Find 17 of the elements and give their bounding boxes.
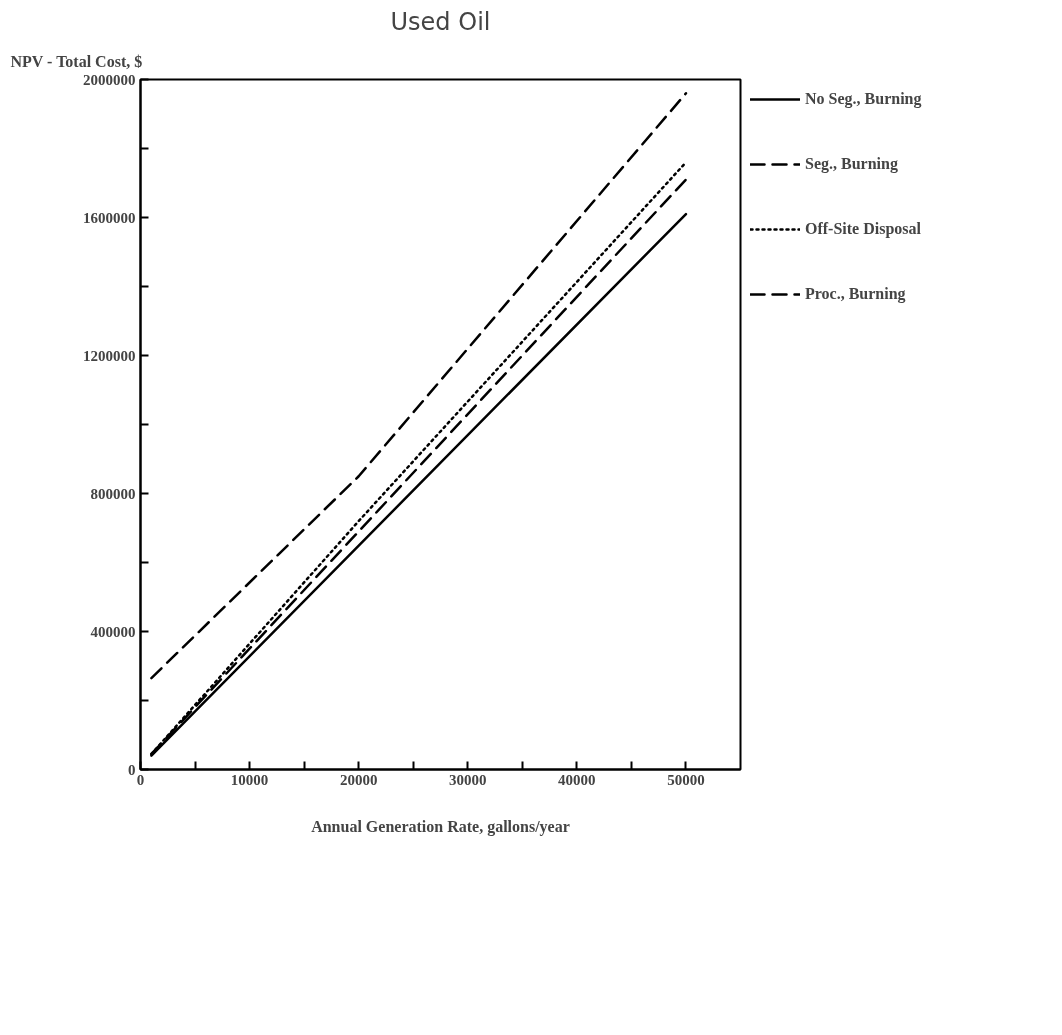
- y-tick-label: 400000: [90, 623, 136, 640]
- x-tick-label: 50000: [667, 771, 705, 788]
- y-axis-title: NPV - Total Cost, $: [10, 52, 143, 70]
- y-tick-label: 800000: [90, 485, 136, 502]
- legend-label: No Seg., Burning: [805, 90, 922, 108]
- x-tick-label: 30000: [449, 771, 487, 788]
- y-tick-label: 1600000: [83, 209, 136, 226]
- y-tick-label: 1200000: [83, 347, 136, 364]
- legend-label: Off-Site Disposal: [805, 220, 921, 238]
- x-tick-label: 40000: [558, 771, 596, 788]
- chart-title: Used Oil: [390, 7, 491, 36]
- x-tick-label: 20000: [339, 771, 378, 788]
- y-tick-label: 2000000: [83, 71, 136, 88]
- x-tick-label: 10000: [230, 771, 269, 788]
- legend-label: Seg., Burning: [805, 155, 898, 173]
- x-axis-title: Annual Generation Rate, gallons/year: [311, 817, 570, 836]
- legend-label: Proc., Burning: [805, 285, 906, 303]
